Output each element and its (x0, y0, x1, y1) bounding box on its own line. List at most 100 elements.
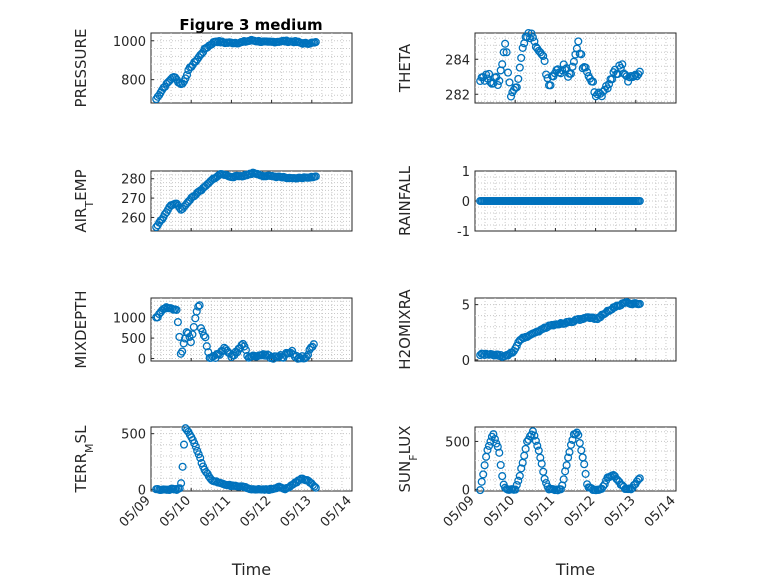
data-point (188, 330, 197, 339)
subplot-theta: 282 284 THETA (396, 28, 677, 104)
figure-title: Figure 3 medium (179, 16, 322, 34)
y-tick-label: 284 (445, 53, 470, 68)
y-axis-label: RAINFALL (396, 165, 414, 236)
data-point (195, 301, 204, 310)
data-point (517, 464, 526, 473)
data-point (495, 76, 504, 85)
data-point (199, 331, 208, 340)
data-point (564, 453, 573, 462)
data-point (493, 80, 502, 90)
data-point (503, 68, 513, 77)
y-tick-label: 0 (462, 195, 470, 210)
y-tick-label: 0 (462, 354, 470, 369)
y-tick-label: -1 (457, 225, 470, 240)
data-point (635, 196, 644, 206)
subplot-mixdepth: 0 500 1000 MIXDEPTH (72, 290, 353, 369)
data-point (635, 299, 644, 308)
data-point (546, 81, 555, 90)
y-axis-label: TERRMSL (72, 425, 96, 494)
subplot-pressure: 800 1000 PRESSURE (72, 29, 353, 107)
data-point (635, 474, 644, 483)
data-point (490, 434, 499, 444)
data-point (561, 65, 570, 74)
y-tick-label: 0 (138, 483, 146, 498)
data-point (626, 71, 636, 81)
y-tick-label: 500 (121, 332, 146, 347)
data-point (476, 486, 485, 495)
data-point (556, 485, 565, 494)
data-point (514, 74, 523, 83)
data-point (196, 453, 205, 462)
y-tick-label: 500 (121, 428, 146, 443)
data-point (533, 441, 542, 450)
data-point (581, 469, 590, 478)
data-point (600, 480, 609, 489)
y-tick-label: 280 (121, 173, 146, 188)
y-tick-label: 1000 (113, 312, 146, 327)
data-point (498, 472, 507, 481)
y-tick-label: 270 (121, 192, 146, 207)
subplot-air_temp: 260 270 280 AIRTEMP (72, 168, 353, 233)
data-point (518, 43, 527, 52)
data-point (495, 448, 504, 457)
data-point (194, 302, 203, 311)
data-point (569, 57, 578, 66)
data-point (496, 460, 505, 470)
data-point (511, 485, 520, 494)
data-point (310, 482, 319, 491)
data-point (514, 476, 523, 485)
data-point (309, 340, 318, 349)
data-point (311, 38, 320, 47)
y-axis-label: AIRTEMP (72, 169, 96, 232)
data-point (194, 450, 203, 459)
data-point (537, 459, 546, 468)
data-point (618, 60, 627, 69)
data-point (498, 60, 507, 69)
data-point (499, 48, 508, 57)
data-point (517, 53, 526, 62)
data-point (562, 461, 571, 470)
data-point (583, 67, 592, 77)
data-point (186, 338, 195, 347)
data-point (225, 480, 234, 489)
data-point (629, 71, 639, 81)
y-tick-label: 1000 (113, 35, 146, 50)
data-point (296, 354, 305, 363)
data-point (566, 440, 576, 449)
data-point (175, 332, 184, 341)
data-point (574, 430, 583, 440)
data-point (302, 352, 311, 361)
y-tick-label: 1 (462, 165, 470, 180)
data-point (530, 431, 539, 440)
data-point (588, 77, 598, 86)
data-point (179, 440, 189, 449)
y-tick-label: 282 (445, 88, 470, 103)
y-tick-label: 260 (121, 211, 146, 226)
data-point (512, 480, 521, 490)
data-point (580, 460, 589, 469)
data-point (241, 345, 250, 355)
data-point (603, 84, 612, 93)
data-point (483, 445, 492, 455)
data-point (528, 427, 537, 436)
data-point (240, 342, 249, 351)
data-point (506, 92, 516, 101)
data-point (565, 448, 574, 457)
data-point (183, 329, 193, 338)
data-point (524, 28, 533, 38)
data-point (568, 62, 577, 71)
data-point (484, 441, 494, 450)
data-point (191, 442, 200, 451)
y-tick-label: 0 (462, 484, 470, 499)
data-point (577, 50, 586, 59)
data-point (530, 37, 539, 46)
data-point (173, 318, 182, 327)
data-point (201, 333, 210, 342)
data-point (479, 470, 488, 479)
data-point (575, 439, 584, 448)
data-point (528, 33, 537, 42)
data-point (501, 39, 510, 48)
y-tick-label: 500 (445, 435, 470, 450)
